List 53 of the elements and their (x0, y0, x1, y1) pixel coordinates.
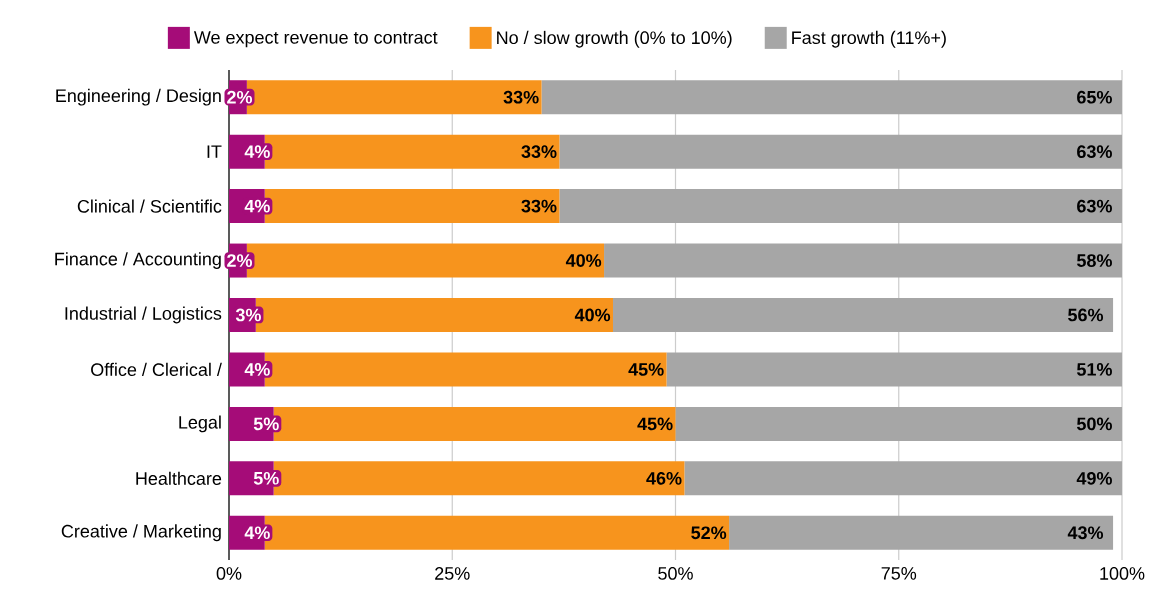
x-tick-label: 0% (216, 567, 242, 580)
bar (612, 298, 1114, 332)
data-label: 49% (1076, 471, 1112, 485)
data-label: 50% (1077, 417, 1112, 431)
data-label: 65% (1077, 90, 1112, 104)
bar (541, 80, 1122, 115)
data-label: 2% (227, 90, 253, 104)
data-label: 40% (574, 308, 611, 322)
data-label: 63% (1077, 145, 1112, 159)
bar (559, 134, 1122, 169)
data-label: 51% (1077, 363, 1112, 376)
y-tick-label: Healthcare (136, 471, 222, 485)
data-label: 3% (235, 308, 261, 322)
bar (559, 189, 1122, 224)
y-tick-label: Office / Clerical / (91, 362, 222, 377)
data-label: 58% (1077, 254, 1112, 267)
data-label: 33% (503, 90, 539, 104)
legend-label: Fast growth (11%+) (792, 30, 946, 48)
x-tick-label: 25% (435, 567, 470, 580)
data-label: 52% (691, 526, 727, 540)
y-tick-label: IT (207, 145, 222, 158)
bar (684, 461, 1122, 496)
y-tick-label: Legal (179, 415, 221, 433)
data-label: 4% (244, 145, 270, 158)
data-label: 46% (646, 471, 682, 485)
data-label: 56% (1068, 308, 1104, 322)
data-label: 43% (1067, 526, 1104, 540)
legend-label: We expect revenue to contract (193, 31, 438, 48)
data-label: 33% (521, 145, 557, 159)
data-label: 5% (253, 471, 279, 485)
y-tick-label: Engineering / Design (56, 88, 221, 106)
bar (675, 406, 1122, 441)
data-label: 5% (253, 417, 279, 431)
x-tick-label: 75% (881, 567, 917, 580)
data-label: 33% (521, 199, 557, 213)
data-label: 4% (244, 526, 270, 540)
data-label: 45% (628, 363, 664, 376)
data-label: 45% (637, 417, 673, 431)
data-label: 63% (1077, 199, 1112, 213)
y-tick-label: Creative / Marketing (61, 524, 221, 542)
bar (666, 352, 1122, 387)
y-tick-label: Finance / Accounting (55, 252, 221, 269)
legend-label: No / slow growth (0% to 10%) (497, 30, 732, 48)
x-tick-label: 50% (658, 567, 693, 580)
data-label: 4% (244, 199, 270, 213)
data-label: 4% (244, 363, 270, 376)
y-tick-label: Clinical / Scientific (77, 199, 222, 213)
data-label: 40% (565, 254, 602, 267)
y-tick-label: Industrial / Logistics (65, 306, 222, 324)
x-tick-label: 100% (1100, 567, 1145, 580)
bar (604, 243, 1122, 278)
bar (729, 515, 1114, 550)
data-label: 2% (227, 254, 253, 267)
